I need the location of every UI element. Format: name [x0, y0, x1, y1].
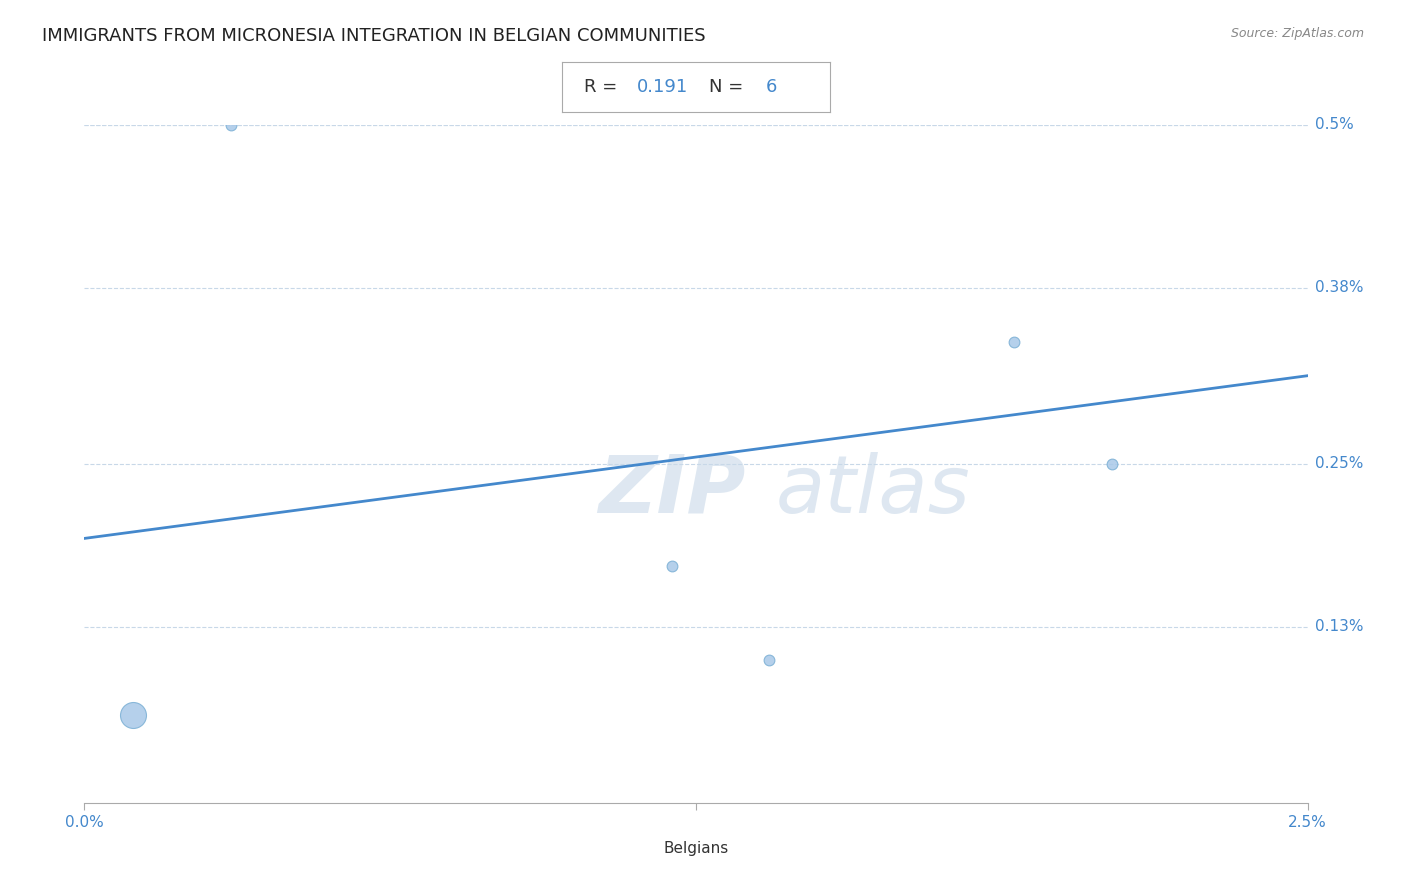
Point	[122, 707, 145, 722]
Text: atlas: atlas	[776, 452, 970, 530]
Text: 0.38%: 0.38%	[1315, 280, 1362, 295]
Point	[1002, 334, 1025, 349]
Point	[758, 653, 780, 667]
Text: 6: 6	[765, 78, 776, 96]
Text: ZIP: ZIP	[598, 452, 745, 530]
Text: 0.191: 0.191	[637, 78, 689, 96]
X-axis label: Belgians: Belgians	[664, 841, 728, 855]
Point	[219, 118, 242, 132]
Text: N =: N =	[710, 78, 749, 96]
Text: R =: R =	[583, 78, 623, 96]
Text: 0.5%: 0.5%	[1315, 118, 1354, 132]
Point	[661, 558, 683, 573]
Point	[1101, 457, 1123, 471]
Text: 0.13%: 0.13%	[1315, 619, 1362, 634]
Text: 0.25%: 0.25%	[1315, 457, 1362, 471]
Text: Source: ZipAtlas.com: Source: ZipAtlas.com	[1230, 27, 1364, 40]
Text: IMMIGRANTS FROM MICRONESIA INTEGRATION IN BELGIAN COMMUNITIES: IMMIGRANTS FROM MICRONESIA INTEGRATION I…	[42, 27, 706, 45]
